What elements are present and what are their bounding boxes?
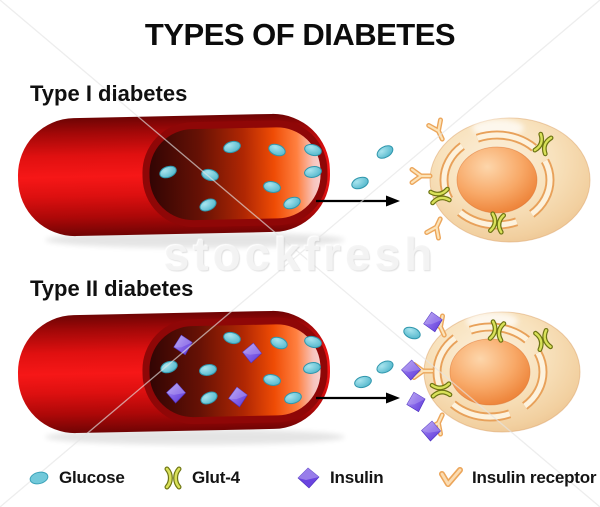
insulin-receptor-icon [439,467,463,487]
type2-cell [414,311,581,434]
vessel-shadow [45,232,345,248]
legend-item-glut4: Glut-4 [162,464,240,492]
legend-item-label: Insulin receptor [472,468,597,487]
transport-arrow-type1 [316,195,400,207]
type1-cell [412,117,591,243]
section-heading-type1: Type I diabetes [30,81,188,106]
legend-item-label: Glucose [59,468,125,487]
nuclear-membrane-ring-inner [434,324,546,420]
vessel-shadow [45,429,345,445]
insulin-icon [297,467,320,489]
cell-nucleus [456,146,538,214]
page-title: TYPES OF DIABETES [144,17,456,52]
legend-item-insulin-receptor: Insulin receptor [438,464,597,492]
transport-arrow-type2 [316,392,400,404]
section-heading-type2: Type II diabetes [30,276,194,301]
legend-item-label: Glut-4 [192,468,240,487]
legend-item-glucose: Glucose [27,464,125,492]
glut4-icon [164,466,182,490]
glucose-icon [29,471,49,485]
legend-item-label: Insulin [330,468,384,487]
legend-item-insulin: Insulin [296,464,384,492]
